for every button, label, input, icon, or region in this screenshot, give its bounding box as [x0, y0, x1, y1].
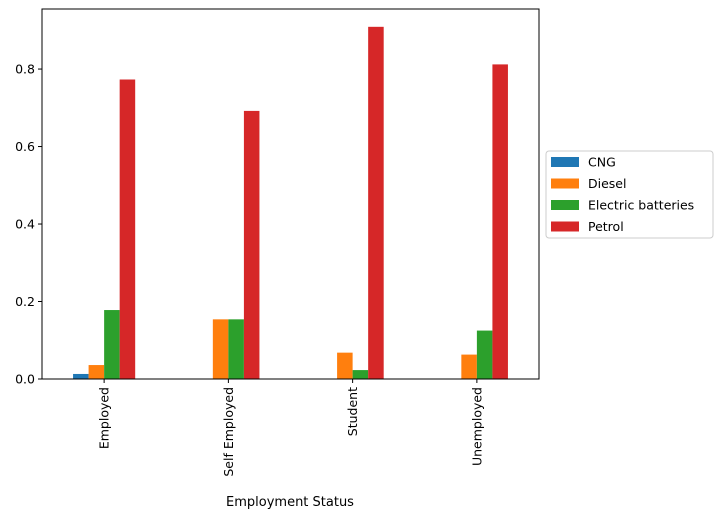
x-axis-label: Employment Status [226, 495, 354, 510]
x-tick-label: Self Employed [221, 387, 236, 477]
bar-diesel-self-employed [212, 319, 229, 379]
bar-diesel-employed [88, 365, 105, 379]
legend: CNG Diesel Electric batteries Petrol [545, 150, 714, 239]
legend-box [545, 150, 714, 239]
legend-label: Electric batteries [588, 198, 694, 213]
legend-swatch [551, 221, 579, 232]
y-tick-label: 0.2 [15, 294, 35, 309]
bar-cng-employed [73, 373, 89, 379]
y-tick-label: 0.4 [15, 217, 35, 232]
bars-layer [73, 26, 508, 380]
bar-diesel-unemployed [461, 354, 477, 379]
legend-swatch [551, 178, 579, 189]
y-axis: 0.0 0.2 0.4 0.6 0.8 [15, 62, 42, 387]
x-tick-label: Employed [97, 387, 112, 449]
y-tick-label: 0.6 [15, 139, 35, 154]
bar-electric-batteries-self-employed [228, 319, 244, 379]
legend-swatch [551, 157, 579, 167]
legend-label: Petrol [588, 219, 624, 234]
y-tick-label: 0.0 [15, 372, 35, 387]
bar-electric-batteries-unemployed [476, 330, 493, 379]
legend-swatch [551, 200, 579, 210]
x-tick-label: Unemployed [469, 387, 484, 466]
x-tick-label: Student [345, 387, 360, 436]
x-axis: Employed Self Employed Student Unemployed [97, 379, 484, 477]
bar-petrol-unemployed [492, 64, 508, 380]
y-tick-label: 0.8 [15, 62, 35, 77]
bar-electric-batteries-employed [104, 310, 120, 379]
bar-petrol-student [368, 26, 384, 379]
bar-petrol-employed [119, 79, 136, 379]
legend-label: Diesel [588, 176, 626, 191]
legend-label: CNG [588, 155, 616, 170]
bar-diesel-student [337, 352, 353, 379]
bar-petrol-self-employed [243, 110, 260, 380]
bar-electric-batteries-student [352, 370, 369, 379]
plot-frame [41, 8, 540, 380]
